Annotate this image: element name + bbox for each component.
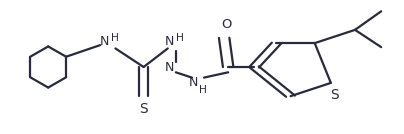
Text: H: H <box>199 85 207 95</box>
Text: N: N <box>99 35 109 48</box>
Text: N: N <box>189 76 198 89</box>
Text: N: N <box>165 35 174 48</box>
Text: S: S <box>139 102 148 116</box>
Text: H: H <box>111 33 118 43</box>
Text: H: H <box>176 33 184 43</box>
Text: S: S <box>330 88 339 102</box>
Text: N: N <box>165 60 174 74</box>
Text: O: O <box>221 18 231 31</box>
